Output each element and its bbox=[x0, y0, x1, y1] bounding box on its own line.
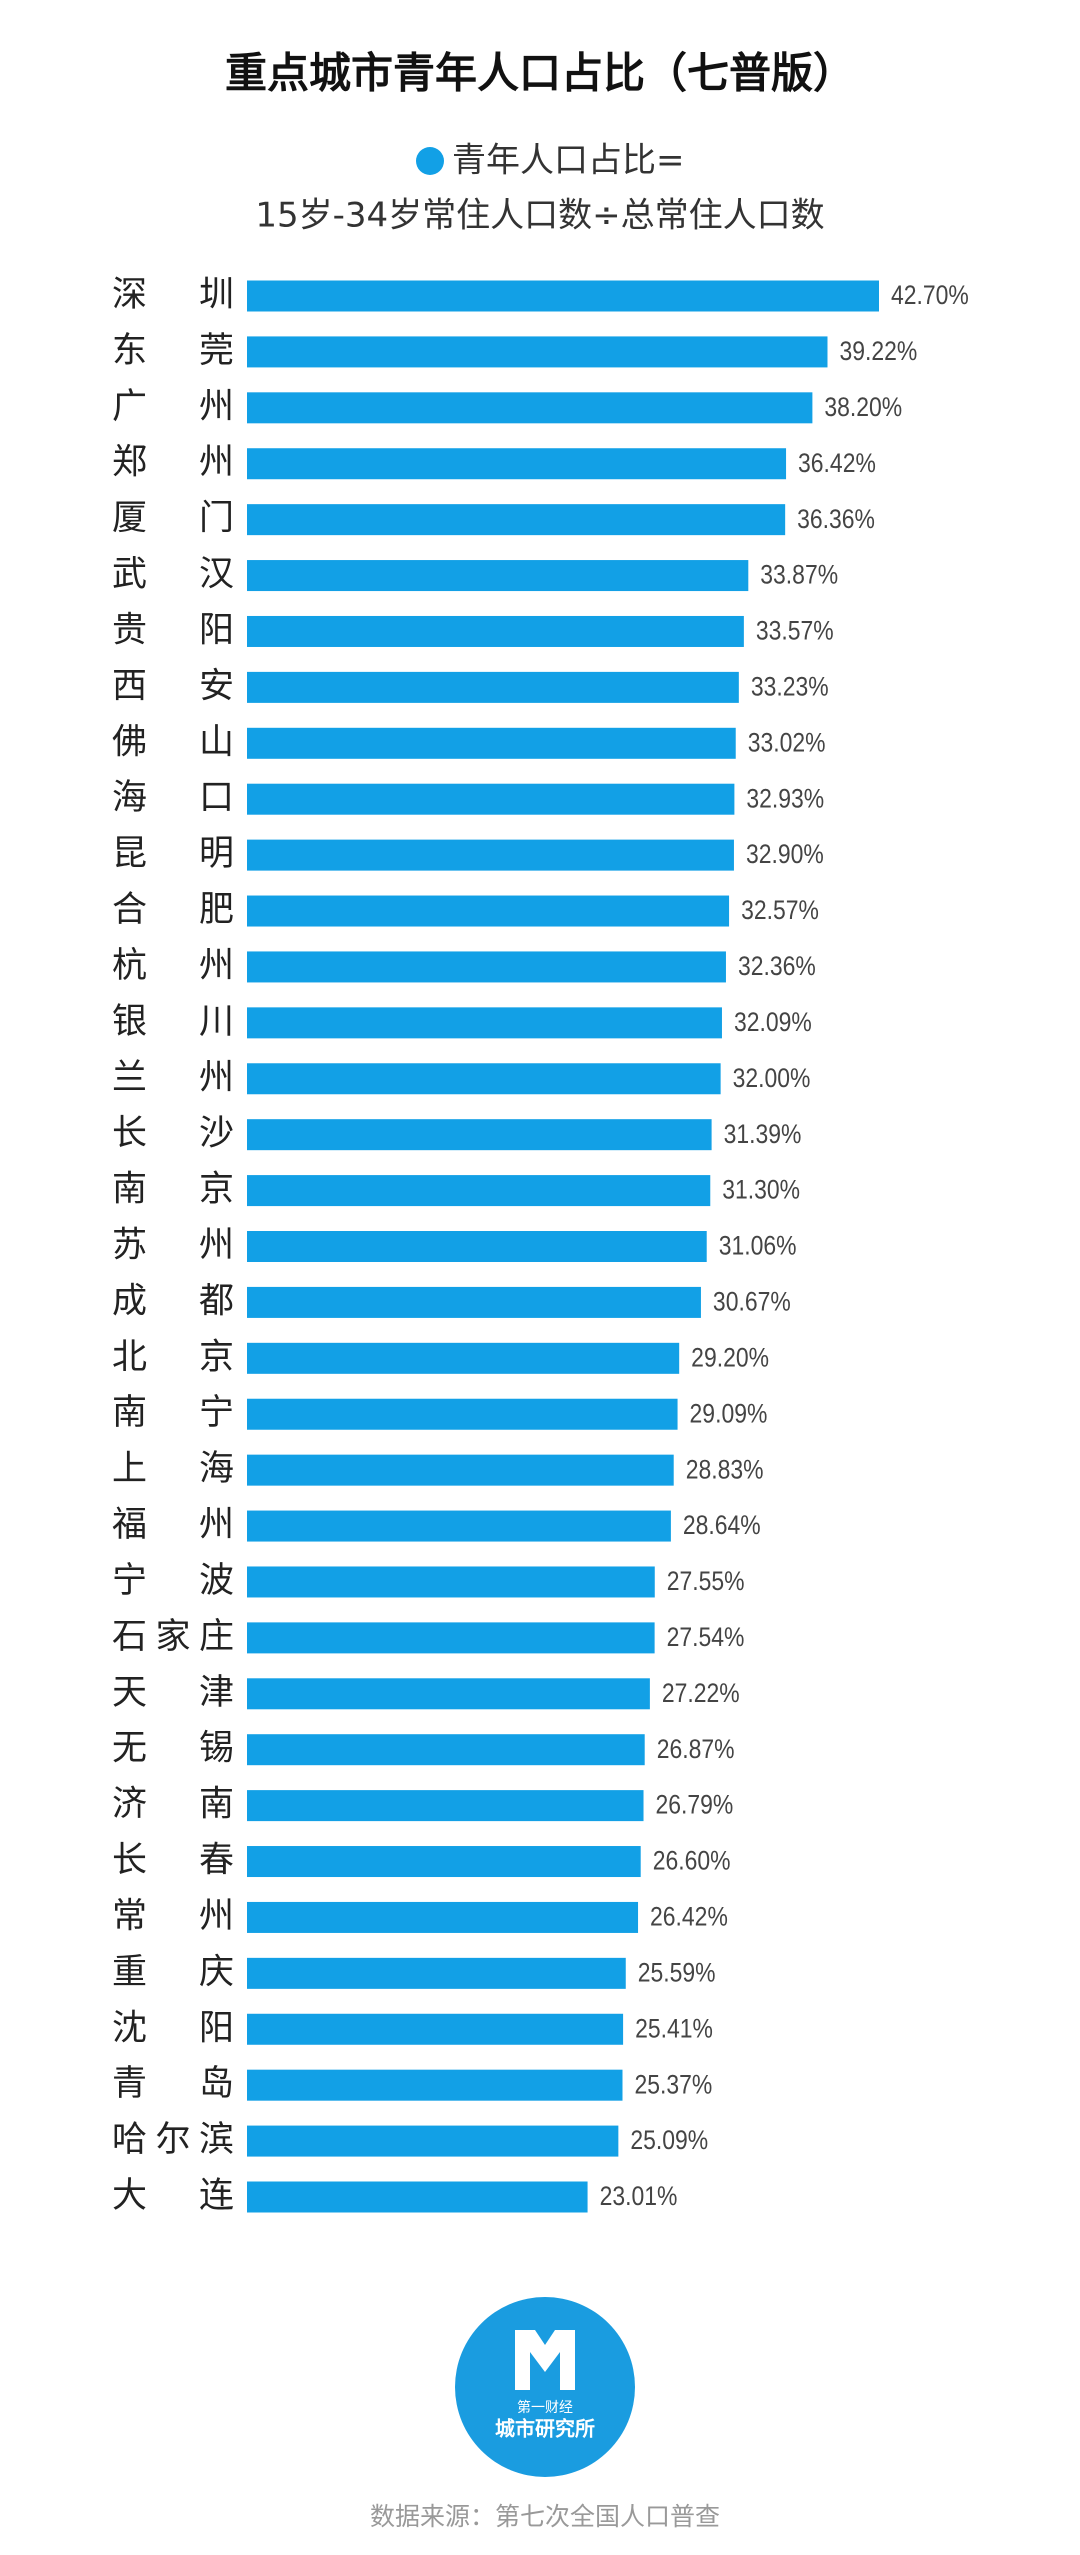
bar bbox=[247, 2069, 623, 2101]
bar bbox=[247, 504, 786, 536]
bar bbox=[247, 1510, 671, 1542]
value-label: 32.00% bbox=[733, 1063, 811, 1093]
category-label: 哈尔滨 bbox=[112, 2120, 234, 2160]
bar bbox=[247, 783, 735, 815]
bar bbox=[247, 1342, 680, 1374]
chart-title: 重点城市青年人口占比（七普版） bbox=[225, 49, 855, 98]
bar bbox=[247, 1007, 722, 1039]
value-label: 31.30% bbox=[722, 1175, 800, 1205]
value-label: 32.09% bbox=[734, 1007, 812, 1037]
bar bbox=[247, 2181, 588, 2213]
value-label: 29.20% bbox=[691, 1343, 769, 1373]
legend-swatch bbox=[416, 147, 444, 175]
logo-text: 第一财经 bbox=[517, 2399, 573, 2416]
source: 数据来源：第七次全国人口普查 bbox=[370, 2502, 720, 2531]
value-label: 33.57% bbox=[756, 616, 834, 646]
value-label: 32.90% bbox=[746, 840, 824, 870]
value-label: 36.42% bbox=[798, 448, 876, 478]
value-label: 32.57% bbox=[741, 895, 819, 925]
bar bbox=[247, 1286, 701, 1318]
subtitle: 15岁-34岁常住人口数÷总常住人口数 bbox=[255, 196, 824, 236]
bar bbox=[247, 1678, 650, 1710]
bar bbox=[247, 1175, 711, 1207]
value-label: 25.59% bbox=[638, 1958, 716, 1988]
value-label: 26.42% bbox=[650, 1902, 728, 1932]
logo-icon bbox=[515, 2330, 575, 2390]
bar bbox=[247, 448, 787, 480]
value-label: 42.70% bbox=[891, 280, 969, 310]
value-label: 23.01% bbox=[600, 2181, 678, 2211]
logo-text: 城市研究所 bbox=[495, 2417, 595, 2441]
bar bbox=[247, 895, 730, 927]
value-label: 25.09% bbox=[630, 2126, 708, 2156]
bar bbox=[247, 1622, 655, 1654]
value-label: 27.54% bbox=[667, 1622, 745, 1652]
value-label: 27.55% bbox=[667, 1566, 745, 1596]
value-label: 36.36% bbox=[797, 504, 875, 534]
bar bbox=[247, 1454, 674, 1486]
value-label: 29.09% bbox=[690, 1399, 768, 1429]
bar bbox=[247, 951, 726, 983]
value-label: 28.83% bbox=[686, 1455, 764, 1485]
value-label: 30.67% bbox=[713, 1287, 791, 1317]
bar bbox=[247, 1901, 639, 1933]
bar bbox=[247, 1231, 707, 1262]
value-label: 32.36% bbox=[738, 951, 816, 981]
bar bbox=[247, 615, 744, 647]
bar bbox=[247, 1566, 655, 1598]
value-label: 28.64% bbox=[683, 1510, 761, 1540]
value-label: 27.22% bbox=[662, 1678, 740, 1708]
value-label: 33.02% bbox=[748, 728, 826, 758]
logo-circle bbox=[455, 2297, 635, 2477]
bar bbox=[247, 839, 734, 871]
bar bbox=[247, 280, 879, 312]
value-label: 39.22% bbox=[839, 336, 917, 366]
value-label: 25.41% bbox=[635, 2014, 713, 2044]
bar bbox=[247, 1734, 645, 1766]
category-label: 石家庄 bbox=[112, 1617, 234, 1657]
value-label: 25.37% bbox=[634, 2070, 712, 2100]
bar bbox=[247, 336, 828, 368]
value-label: 33.87% bbox=[760, 560, 838, 590]
bar bbox=[247, 560, 749, 592]
value-label: 33.23% bbox=[751, 672, 829, 702]
bar bbox=[247, 2125, 619, 2157]
bar bbox=[247, 1063, 721, 1095]
bar bbox=[247, 727, 736, 759]
bar bbox=[247, 1398, 678, 1430]
bar bbox=[247, 1957, 626, 1989]
bar bbox=[247, 671, 739, 703]
bar bbox=[247, 1846, 641, 1878]
bar bbox=[247, 1119, 712, 1151]
value-label: 26.79% bbox=[656, 1790, 734, 1820]
bar bbox=[247, 392, 813, 424]
value-label: 31.06% bbox=[719, 1231, 797, 1261]
value-label: 38.20% bbox=[824, 392, 902, 422]
value-label: 26.87% bbox=[657, 1734, 735, 1764]
value-label: 26.60% bbox=[653, 1846, 731, 1876]
value-label: 32.93% bbox=[746, 784, 824, 814]
logo: 第一财经 城市研究所 bbox=[455, 2297, 635, 2477]
bar bbox=[247, 1790, 644, 1822]
value-label: 31.39% bbox=[724, 1119, 802, 1149]
bar bbox=[247, 2013, 624, 2045]
legend-label: 青年人口占比= bbox=[452, 141, 685, 181]
